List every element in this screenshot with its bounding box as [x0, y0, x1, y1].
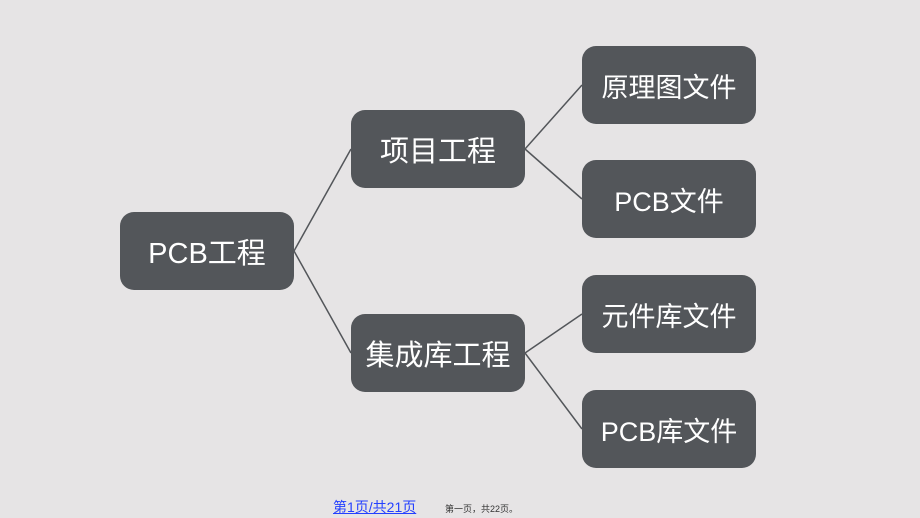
tree-node-plib: PCB库文件 [582, 390, 756, 468]
tree-node-root: PCB工程 [120, 212, 294, 290]
tree-node-pcb: PCB文件 [582, 160, 756, 238]
tree-node-sch: 原理图文件 [582, 46, 756, 124]
page-note: 第一页，共22页。 [445, 502, 518, 515]
page-link[interactable]: 第1页/共21页 [333, 497, 416, 517]
tree-node-proj: 项目工程 [351, 110, 525, 188]
tree-node-lib: 集成库工程 [351, 314, 525, 392]
tree-node-clib: 元件库文件 [582, 275, 756, 353]
